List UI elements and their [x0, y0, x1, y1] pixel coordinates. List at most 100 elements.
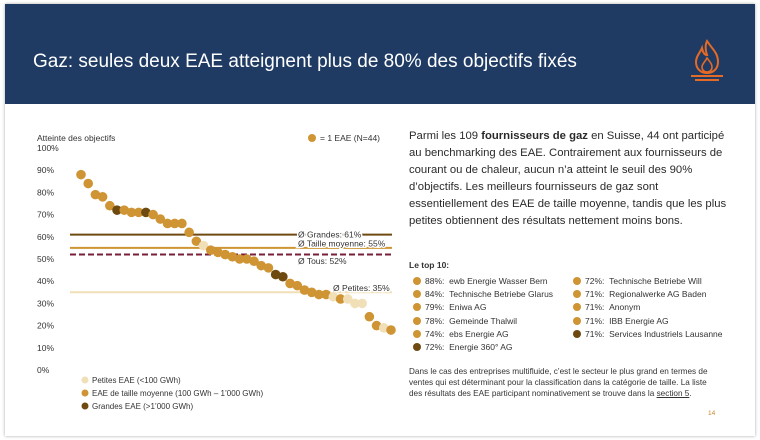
top10-item: 78%: Gemeinde Thalwil — [413, 316, 517, 326]
top10-marker — [573, 277, 581, 285]
intro-block: Parmi les 109 fournisseurs de gaz en Sui… — [409, 128, 739, 230]
top10-item: 79%: Eniwa AG — [413, 302, 486, 312]
top10-percent: 71% — [585, 302, 603, 313]
data-point — [335, 294, 346, 304]
average-label: Ø Petites: 35% — [333, 283, 390, 293]
top10-percent: 78% — [425, 315, 443, 326]
data-point — [148, 209, 158, 220]
legend-marker — [81, 402, 89, 410]
data-point — [321, 289, 331, 300]
top10-percent: 71% — [585, 289, 603, 300]
data-point — [386, 325, 396, 335]
top10-name: ewb Energie Wasser Bern — [449, 276, 548, 286]
y-tick-label: 20% — [37, 321, 54, 331]
top10-name: Gemeinde Thalwil — [449, 315, 517, 326]
data-point — [119, 205, 130, 215]
data-point — [133, 207, 144, 218]
data-point — [90, 189, 101, 200]
top10-marker — [413, 329, 421, 338]
top10-percent: 71% — [585, 315, 603, 326]
intro-bold: fournisseurs de gaz — [481, 130, 588, 142]
header-bar: Gaz: seules deux EAE atteignent plus de … — [5, 4, 755, 104]
section-link[interactable]: section 5 — [656, 389, 690, 398]
data-point — [169, 218, 180, 229]
data-point — [112, 205, 122, 215]
top10-marker — [573, 329, 581, 338]
intro-rest: en Suisse, 44 ont participé au benchmark… — [409, 130, 727, 227]
data-point — [177, 218, 187, 229]
legend-label: Grandes EAE (>1’000 GWh) — [92, 402, 193, 411]
y-tick-label: 70% — [37, 210, 54, 220]
data-point — [314, 289, 324, 300]
top10-item: 72%: Technische Betriebe Will — [573, 276, 702, 286]
top10-marker — [573, 316, 581, 325]
data-point — [105, 200, 115, 211]
footnote-end: . — [689, 389, 692, 398]
data-point — [378, 323, 389, 333]
data-point — [285, 278, 295, 289]
top10-percent: 79% — [425, 302, 443, 313]
data-point — [249, 256, 259, 267]
data-point — [97, 192, 108, 202]
y-tick-label: 100% — [37, 143, 59, 153]
footnote: Dans le cas des entreprises multifluide,… — [409, 366, 719, 399]
data-point — [155, 214, 166, 224]
y-tick-label: 0% — [37, 365, 50, 375]
data-point — [198, 240, 209, 251]
data-point — [350, 298, 360, 309]
top10-item: 72%: Energie 360° AG — [413, 342, 513, 352]
top10-marker — [413, 303, 421, 312]
data-point — [357, 298, 367, 309]
top10-item: 74%: ebs Energie AG — [413, 329, 509, 339]
data-point — [371, 320, 382, 331]
top10-marker — [413, 316, 421, 325]
legend-label: EAE de taille moyenne (100 GWh – 1’000 G… — [92, 389, 264, 398]
y-tick-label: 10% — [37, 343, 54, 353]
top10-name: Eniwa AG — [449, 302, 487, 313]
y-axis-label: Atteinte des objectifs — [37, 133, 115, 143]
data-point — [263, 263, 274, 273]
top10-name: Technische Betriebe Will — [609, 276, 702, 286]
top10-percent: 72% — [585, 276, 603, 286]
scatter-chart: Atteinte des objectifs = 1 EAE (N=44) 0%… — [37, 133, 396, 411]
data-point — [220, 249, 230, 260]
top10-item: 71%: Services Industriels Lausanne — [573, 329, 723, 339]
footnote-text: Dans le cas des entreprises multifluide,… — [409, 367, 708, 398]
y-tick-label: 90% — [37, 165, 54, 175]
top10-name: IBB Energie AG — [609, 315, 669, 326]
intro-paragraph: Parmi les 109 fournisseurs de gaz en Sui… — [409, 128, 739, 230]
data-point — [234, 254, 245, 264]
data-point — [364, 311, 375, 322]
top10-marker — [413, 290, 421, 299]
data-point — [299, 285, 310, 295]
data-point — [162, 218, 173, 229]
y-tick-label: 50% — [37, 254, 54, 264]
legend-unit-label: = 1 EAE (N=44) — [320, 133, 380, 143]
legend-marker — [81, 389, 89, 397]
data-point — [292, 280, 303, 291]
data-point — [126, 207, 137, 218]
data-point — [83, 178, 94, 189]
top10-item: 84%: Technische Betriebe Glarus — [413, 289, 553, 299]
top10-percent: 71% — [585, 328, 603, 339]
slide: Gaz: seules deux EAE atteignent plus de … — [5, 4, 755, 436]
top10-item: 71%: Anonym — [573, 302, 640, 312]
data-point — [306, 287, 317, 298]
data-point — [242, 254, 252, 264]
page-number: 14 — [708, 410, 716, 417]
data-point — [270, 269, 281, 280]
top10-marker — [413, 343, 421, 351]
top10-name: Anonym — [609, 302, 641, 313]
data-point — [328, 291, 339, 302]
legend-marker — [81, 376, 89, 384]
legend-unit-marker — [308, 134, 316, 142]
top10-item: 71%: Regionalwerke AG Baden — [573, 289, 706, 299]
top10-marker — [573, 290, 581, 299]
data-point — [205, 245, 216, 255]
page-title: Gaz: seules deux EAE atteignent plus de … — [33, 51, 577, 72]
data-point — [191, 236, 202, 247]
legend-label: Petites EAE (<100 GWh) — [92, 376, 181, 385]
y-tick-label: 40% — [37, 276, 54, 286]
data-point — [342, 294, 353, 304]
top10-name: Regionalwerke AG Baden — [609, 289, 707, 300]
